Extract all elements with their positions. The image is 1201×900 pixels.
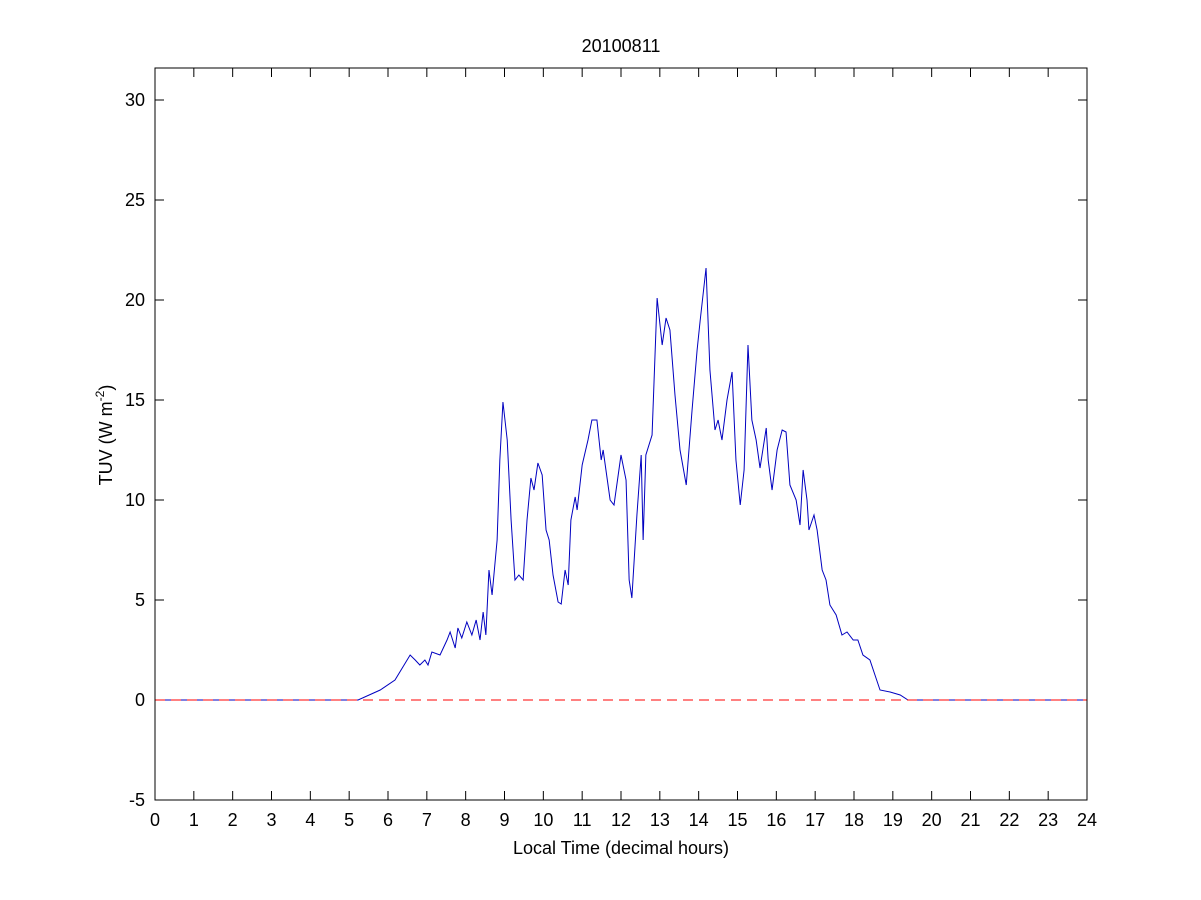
x-tick-label: 23 (1038, 810, 1058, 830)
x-tick-label: 17 (805, 810, 825, 830)
chart-title: 20100811 (582, 36, 661, 56)
x-tick-label: 16 (766, 810, 786, 830)
y-tick-label: -5 (129, 790, 145, 810)
y-tick-label: 5 (135, 590, 145, 610)
x-tick-label: 11 (573, 810, 592, 830)
x-tick-label: 14 (689, 810, 709, 830)
y-axis-label: TUV (W m-2) (93, 385, 116, 486)
x-tick-label: 10 (533, 810, 553, 830)
y-tick-label: 30 (125, 90, 145, 110)
x-tick-label: 2 (228, 810, 238, 830)
y-tick-label: 0 (135, 690, 145, 710)
x-tick-label: 3 (266, 810, 276, 830)
x-tick-label: 18 (844, 810, 864, 830)
x-tick-label: 12 (611, 810, 631, 830)
y-tick-label: 25 (125, 190, 145, 210)
x-tick-label: 7 (422, 810, 432, 830)
plot-area (155, 68, 1087, 800)
x-tick-label: 15 (727, 810, 747, 830)
x-tick-label: 22 (999, 810, 1019, 830)
axes-box (154, 67, 1088, 801)
y-tick-label: 20 (125, 290, 145, 310)
y-axis-label-text: TUV (W m (96, 401, 116, 485)
x-tick-label: 6 (383, 810, 393, 830)
y-tick-label: 15 (125, 390, 145, 410)
x-tick-label: 13 (650, 810, 670, 830)
data-line (155, 267, 1087, 701)
y-tick-label: 10 (125, 490, 145, 510)
x-tick-label: 4 (305, 810, 315, 830)
x-tick-label: 19 (883, 810, 903, 830)
x-tick-label: 21 (960, 810, 980, 830)
x-axis-label: Local Time (decimal hours) (513, 838, 729, 858)
x-tick-label: 9 (499, 810, 509, 830)
x-tick-label: 0 (150, 810, 160, 830)
x-tick-label: 8 (461, 810, 471, 830)
y-axis-label-superscript: -2 (93, 390, 107, 401)
x-tick-label: 24 (1077, 810, 1097, 830)
x-tick-label: 5 (344, 810, 354, 830)
x-tick-label: 20 (922, 810, 942, 830)
y-axis-label-suffix: ) (96, 385, 116, 391)
x-tick-label: 1 (189, 810, 199, 830)
